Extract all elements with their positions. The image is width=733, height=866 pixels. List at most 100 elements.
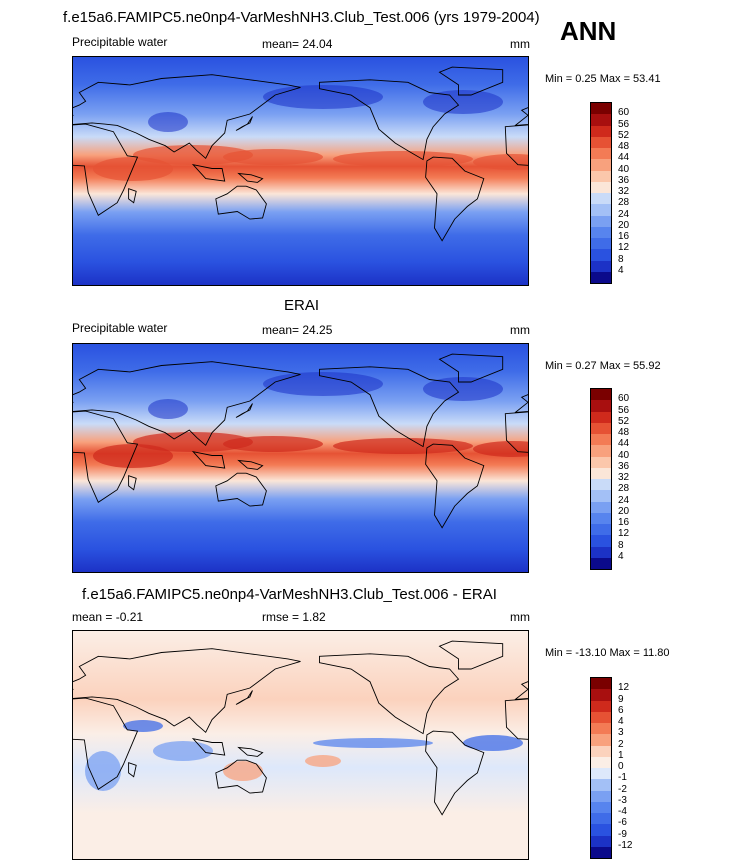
colorbar-swatch <box>591 136 611 148</box>
field-patch <box>423 377 503 401</box>
panel-model-variable: Precipitable water <box>72 35 168 49</box>
colorbar-swatch <box>591 711 611 723</box>
colorbar-swatch <box>591 204 611 216</box>
panel-diff-colorbar <box>590 677 612 859</box>
colorbar-swatch <box>591 103 611 115</box>
colorbar-tick-label: 16 <box>618 517 630 528</box>
field-patch <box>223 761 263 781</box>
colorbar-swatch <box>591 400 611 412</box>
field-patch <box>93 444 173 468</box>
colorbar-swatch <box>591 249 611 261</box>
colorbar-tick-label: 9 <box>618 693 624 705</box>
field-patch <box>333 151 473 167</box>
colorbar-tick-label: 12 <box>618 242 630 254</box>
panel-diff-units: mm <box>510 610 530 624</box>
colorbar-tick-label: 44 <box>618 438 630 450</box>
field-patch <box>85 751 121 791</box>
panel-diff-title: f.e15a6.FAMIPC5.ne0np4-VarMeshNH3.Club_T… <box>82 586 497 603</box>
colorbar-tick-label: 4 <box>618 264 624 276</box>
colorbar-tick-label: 4 <box>618 550 624 562</box>
panel-obs-title: ERAI <box>284 297 320 314</box>
colorbar-tick-label: 20 <box>618 219 630 231</box>
field-patch <box>333 438 473 454</box>
field-patch <box>223 436 323 452</box>
colorbar-swatch <box>591 824 611 836</box>
colorbar-tick-label: 1 <box>618 749 624 761</box>
colorbar-swatch <box>591 434 611 446</box>
panel-diff-map <box>0 630 733 860</box>
colorbar-swatch <box>591 193 611 205</box>
colorbar-swatch <box>591 215 611 227</box>
colorbar-tick-label: 28 <box>618 197 630 209</box>
panel-diff-minmax: Min = -13.10 Max = 11.80 <box>545 647 670 659</box>
colorbar-tick-label: -12 <box>618 839 633 851</box>
colorbar-swatch <box>591 389 611 401</box>
colorbar-tick-label: 16 <box>618 231 630 242</box>
field-patch <box>133 432 253 452</box>
colorbar-swatch <box>591 490 611 502</box>
colorbar-tick-label: 36 <box>618 460 630 472</box>
panel-model-mean: mean= 24.04 <box>262 37 333 51</box>
season-label: ANN <box>560 16 617 46</box>
colorbar-tick-label: 44 <box>618 152 630 164</box>
colorbar-tick-label: 56 <box>618 404 630 416</box>
colorbar-tick-label: 40 <box>618 449 630 461</box>
colorbar-tick-label: 6 <box>618 704 624 716</box>
colorbar-swatch <box>591 445 611 457</box>
colorbar-tick-label: 4 <box>618 716 624 727</box>
field-patch <box>153 741 213 761</box>
field-background <box>73 631 528 859</box>
coastline <box>0 366 460 448</box>
colorbar-tick-label: 3 <box>618 727 624 739</box>
colorbar-swatch <box>591 524 611 536</box>
colorbar-swatch <box>591 678 611 690</box>
panel-obs-mean: mean= 24.25 <box>262 323 333 337</box>
colorbar-tick-label: 60 <box>618 393 630 405</box>
panel-model-units: mm <box>510 37 530 51</box>
panel-model-map <box>0 56 733 286</box>
colorbar-swatch <box>591 745 611 757</box>
field-patch <box>123 720 163 732</box>
panel-obs-map-svg <box>0 344 733 572</box>
panel-diff-rmse: rmse = 1.82 <box>262 610 326 624</box>
colorbar-tick-label: -9 <box>618 828 627 840</box>
colorbar-tick-label: 24 <box>618 494 630 506</box>
colorbar-swatch <box>591 835 611 847</box>
colorbar-tick-label: 48 <box>618 141 630 152</box>
colorbar-tick-label: 56 <box>618 118 630 130</box>
panel-model-minmax: Min = 0.25 Max = 53.41 <box>545 73 661 85</box>
field-patch <box>133 145 253 165</box>
colorbar-swatch <box>591 181 611 193</box>
colorbar-swatch <box>591 238 611 250</box>
colorbar-swatch <box>591 512 611 524</box>
colorbar-swatch <box>591 846 611 858</box>
colorbar-swatch <box>591 768 611 780</box>
field-patch <box>148 399 188 419</box>
colorbar-swatch <box>591 779 611 791</box>
field-patch <box>263 85 383 109</box>
colorbar-tick-label: -4 <box>618 806 627 817</box>
panel-diff-map-svg <box>0 631 733 859</box>
colorbar-tick-label: 0 <box>618 761 624 772</box>
colorbar-tick-label: 2 <box>618 738 624 750</box>
colorbar-tick-label: 12 <box>618 528 630 540</box>
colorbar-tick-label: 20 <box>618 505 630 517</box>
colorbar-tick-label: 12 <box>618 682 630 694</box>
field-patch <box>305 755 341 767</box>
colorbar-swatch <box>591 546 611 558</box>
colorbar-tick-label: 8 <box>618 253 624 265</box>
colorbar-swatch <box>591 422 611 434</box>
colorbar-swatch <box>591 260 611 272</box>
panel-obs-map <box>0 343 733 573</box>
colorbar-swatch <box>591 226 611 238</box>
colorbar-swatch <box>591 535 611 547</box>
colorbar-swatch <box>591 790 611 802</box>
panel-obs-units: mm <box>510 323 530 337</box>
panel-obs-variable: Precipitable water <box>72 321 168 335</box>
colorbar-tick-label: 40 <box>618 163 630 175</box>
colorbar-tick-label: 48 <box>618 427 630 438</box>
colorbar-swatch <box>591 813 611 825</box>
colorbar-swatch <box>591 125 611 137</box>
colorbar-tick-label: 60 <box>618 107 630 119</box>
colorbar-swatch <box>591 689 611 701</box>
